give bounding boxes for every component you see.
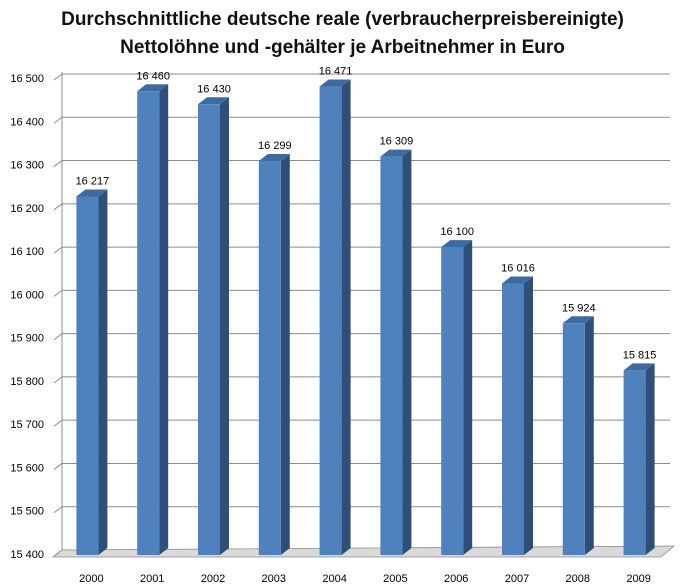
data-label: 16 460 xyxy=(136,70,170,82)
gridline-depth xyxy=(53,463,63,470)
data-label: 16 299 xyxy=(258,140,292,152)
bar-top xyxy=(380,149,412,157)
bar-2008 xyxy=(562,316,594,555)
bar-2002 xyxy=(198,97,229,556)
gridline-depth xyxy=(53,419,63,427)
data-label: 16 309 xyxy=(380,136,414,148)
y-tick-label: 15 800 xyxy=(10,376,44,388)
bar-front xyxy=(319,86,342,556)
x-tick-label: 2001 xyxy=(140,573,164,585)
bar-top xyxy=(623,363,655,371)
bar-front xyxy=(380,156,403,555)
bar-side xyxy=(98,189,108,555)
bar-top xyxy=(258,153,290,161)
bar-2005 xyxy=(380,149,412,555)
y-tick-label: 16 100 xyxy=(10,246,44,258)
bar-2009 xyxy=(623,363,655,555)
bar-top xyxy=(198,97,229,105)
data-label: 16 430 xyxy=(197,83,231,95)
chart-title-line-1: Durchschnittliche deutsche reale (verbra… xyxy=(61,9,624,30)
bar-side xyxy=(463,240,473,555)
bar-side xyxy=(524,276,533,555)
y-tick-label: 16 400 xyxy=(10,116,44,128)
y-tick-label: 15 900 xyxy=(10,333,44,345)
chart-title-line-2: Nettolöhne und -gehälter je Arbeitnehmer… xyxy=(120,37,565,58)
bar-2006 xyxy=(441,240,473,555)
x-tick-label: 2008 xyxy=(566,573,590,585)
bar-top xyxy=(76,189,108,197)
bar-side xyxy=(341,79,351,556)
gridline-depth xyxy=(53,289,63,297)
x-tick-label: 2000 xyxy=(79,573,103,585)
gridline-depth xyxy=(53,246,63,254)
data-label: 16 016 xyxy=(501,262,535,274)
gridline-depth xyxy=(53,376,63,384)
y-tick-label: 16 000 xyxy=(10,289,44,301)
x-tick-label: 2007 xyxy=(505,573,529,585)
y-tick-label: 15 400 xyxy=(10,549,44,561)
y-tick-label: 15 600 xyxy=(10,462,44,474)
bar-front xyxy=(623,370,646,555)
bar-front xyxy=(76,196,99,555)
gridline-depth xyxy=(53,203,63,211)
y-axis-tick-labels: 15 400 15 500 15 600 15 700 15 800 15 900 16 0… xyxy=(10,73,44,561)
gridline-depth xyxy=(53,116,63,124)
gridline-depth xyxy=(53,160,63,167)
bars xyxy=(76,79,655,556)
x-tick-label: 2002 xyxy=(201,573,225,585)
bar-top xyxy=(502,276,533,284)
bar-front xyxy=(198,104,220,556)
x-tick-label: 2003 xyxy=(262,573,286,585)
bar-2004 xyxy=(319,79,351,556)
gridline-depth xyxy=(53,73,63,81)
bar-front xyxy=(502,283,524,555)
bar-top xyxy=(441,240,473,248)
bar-2000 xyxy=(76,189,108,555)
y-tick-label: 15 700 xyxy=(10,419,44,431)
bar-side xyxy=(645,363,655,555)
x-tick-label: 2006 xyxy=(444,573,468,585)
bar-2001 xyxy=(137,84,169,556)
x-tick-label: 2004 xyxy=(322,573,346,585)
data-labels: 16 217 16 460 16 430 16 299 16 471 16 309 16 1… xyxy=(76,66,657,362)
bar-side xyxy=(584,316,594,555)
bar-side xyxy=(220,97,229,556)
bar-side xyxy=(159,84,169,556)
y-tick-label: 15 500 xyxy=(10,506,44,518)
bar-side xyxy=(402,149,412,555)
bar-front xyxy=(258,160,281,555)
bar-front xyxy=(137,91,160,556)
bar-front xyxy=(441,247,464,555)
gridline-depth xyxy=(53,333,63,341)
y-tick-label: 16 500 xyxy=(10,73,44,85)
data-label: 16 217 xyxy=(76,175,110,187)
data-label: 16 471 xyxy=(319,66,353,78)
x-axis-tick-labels: 2000 2001 2002 2003 2004 2005 2006 2007 2008 2009 xyxy=(79,573,651,585)
data-label: 15 815 xyxy=(623,349,657,361)
data-label: 15 924 xyxy=(562,302,596,314)
y-tick-label: 16 200 xyxy=(10,203,44,215)
bar-2003 xyxy=(258,153,290,555)
bar-top xyxy=(562,316,594,324)
data-label: 16 100 xyxy=(440,226,474,238)
bar-2007 xyxy=(502,276,533,555)
x-tick-label: 2009 xyxy=(626,573,650,585)
bar-side xyxy=(280,153,290,555)
gridline-depth xyxy=(53,506,63,514)
bar-top xyxy=(137,84,169,92)
chart-title: Durchschnittliche deutsche reale (verbra… xyxy=(0,6,685,62)
y-tick-label: 16 300 xyxy=(10,160,44,172)
bar-top xyxy=(319,79,351,87)
bar-front xyxy=(562,323,585,555)
x-tick-label: 2005 xyxy=(383,573,407,585)
